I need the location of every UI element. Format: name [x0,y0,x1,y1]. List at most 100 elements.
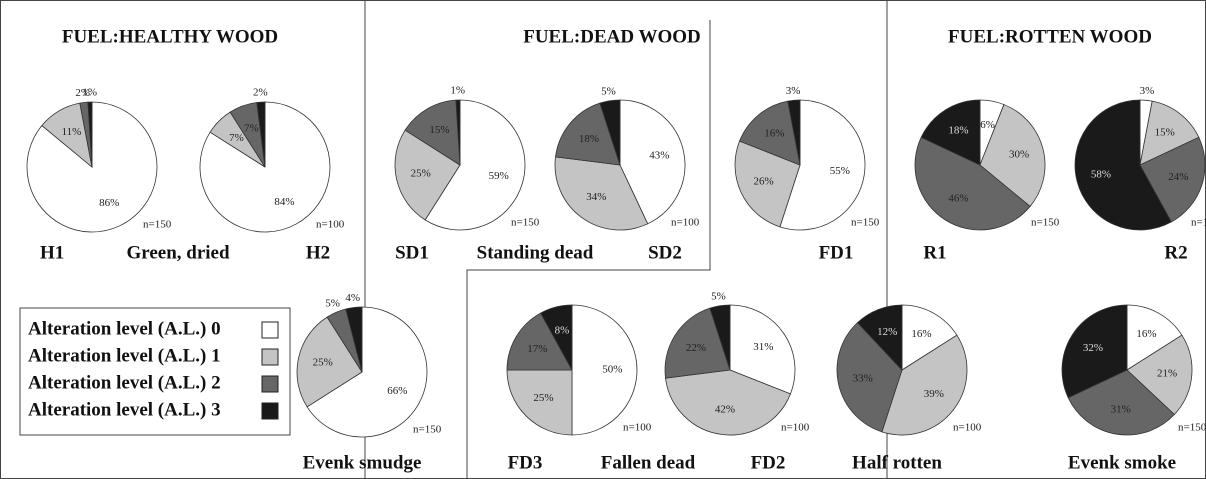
sample-size: n=150 [1178,422,1206,434]
pie-slice [87,101,93,168]
legend-box [19,307,291,436]
pie-slice [739,100,801,166]
pie-slice [901,304,958,371]
sample-size: n=150 [851,217,880,229]
slice-label: 2% [253,87,268,99]
slice-label: 4% [345,292,360,304]
pie-slice [296,316,363,408]
slice-label: 18% [948,125,968,137]
legend-swatch [261,321,279,339]
pie-title: FD1 [819,242,854,263]
pie-slice [1139,136,1206,223]
slice-label: 3% [1140,85,1155,97]
slice-label: 66% [387,385,407,397]
slice-label: 32% [1083,342,1103,354]
pie-slice [1067,369,1175,436]
sample-size: n=150 [143,219,172,231]
pie-slice [734,140,801,228]
pie-title: SD1 [395,242,429,263]
legend-swatch [261,348,279,366]
legend-label: Alteration level (A.L.) 2 [28,372,221,393]
pie-slice [1061,304,1128,399]
slice-label: 16% [911,328,931,340]
pie-slice [787,99,801,166]
pie-slice [554,156,649,231]
slice-label: 34% [586,191,606,203]
pie-slice [599,99,621,166]
pie-slice [345,306,363,373]
sample-size: n=150 [1191,217,1206,229]
slice-label: 26% [753,176,773,188]
slice-label: 2% [75,87,90,99]
pie-title: FD2 [751,452,786,473]
slice-label: 1% [82,87,97,99]
pie-slice [665,369,791,436]
pie-slice [306,306,428,438]
pie-slice [881,334,968,436]
legend-label: Alteration level (A.L.) 3 [28,399,221,420]
slice-label: 24% [1168,171,1188,183]
slice-label: 22% [686,342,706,354]
pie-title: H1 [40,242,64,263]
pie-slice [506,312,573,371]
pie-slice [920,99,981,166]
slice-label: 8% [555,324,570,336]
pie-slice [979,104,1046,207]
slice-label: 21% [1157,367,1177,379]
pie-slice [1126,334,1193,416]
sample-size: n=150 [1031,217,1060,229]
pie-slice [619,99,686,225]
slice-label: 42% [715,404,735,416]
pie-slice [856,304,903,372]
slice-label: 15% [1155,127,1175,139]
slice-label: 7% [244,123,259,135]
pie-slice [555,102,621,166]
pie-slice [779,99,866,231]
sample-size: n=100 [781,422,810,434]
pie-slice [540,304,573,371]
pie-slice [506,369,573,436]
pie-title: H2 [306,242,330,263]
sample-size: n=150 [413,424,442,436]
slice-label: 33% [853,372,873,384]
slice-label: 7% [229,132,244,144]
pie-slice [256,101,266,168]
slice-label: 50% [602,364,622,376]
slice-label: 16% [1136,328,1156,340]
pie-title: SD2 [648,242,682,263]
slice-label: 12% [877,326,897,338]
slice-label: 17% [527,343,547,355]
slice-label: 58% [1091,169,1111,181]
slice-label: 55% [830,165,850,177]
pie-slice [404,99,461,166]
pie-slice [914,136,1031,231]
group-label: Standing dead [477,242,594,263]
pie-slice [455,99,461,166]
divider [466,20,711,479]
pie-title: Evenk smudge [303,452,422,473]
pie-slice [836,322,903,433]
slice-label: 25% [313,357,333,369]
pie-title: Evenk smoke [1068,452,1176,473]
slice-label: 46% [948,193,968,205]
section-title: FUEL:DEAD WOOD [523,26,701,47]
pie-slice [1126,304,1183,371]
pie-slice [394,129,461,221]
pie-title: R1 [923,242,946,263]
legend-swatch [261,402,279,420]
sample-size: n=100 [671,217,700,229]
slice-label: 39% [924,388,944,400]
sample-size: n=100 [316,219,345,231]
pie-slice [709,304,731,371]
slice-label: 30% [1009,149,1029,161]
slice-label: 15% [429,124,449,136]
pie-title: FD3 [508,452,543,473]
sample-size: n=100 [953,422,982,434]
slice-label: 5% [601,85,616,97]
legend-label: Alteration level (A.L.) 0 [28,318,221,339]
slice-label: 84% [274,196,294,208]
sample-size: n=100 [623,422,652,434]
legend-swatch [261,375,279,393]
pie-slice [1074,99,1172,231]
